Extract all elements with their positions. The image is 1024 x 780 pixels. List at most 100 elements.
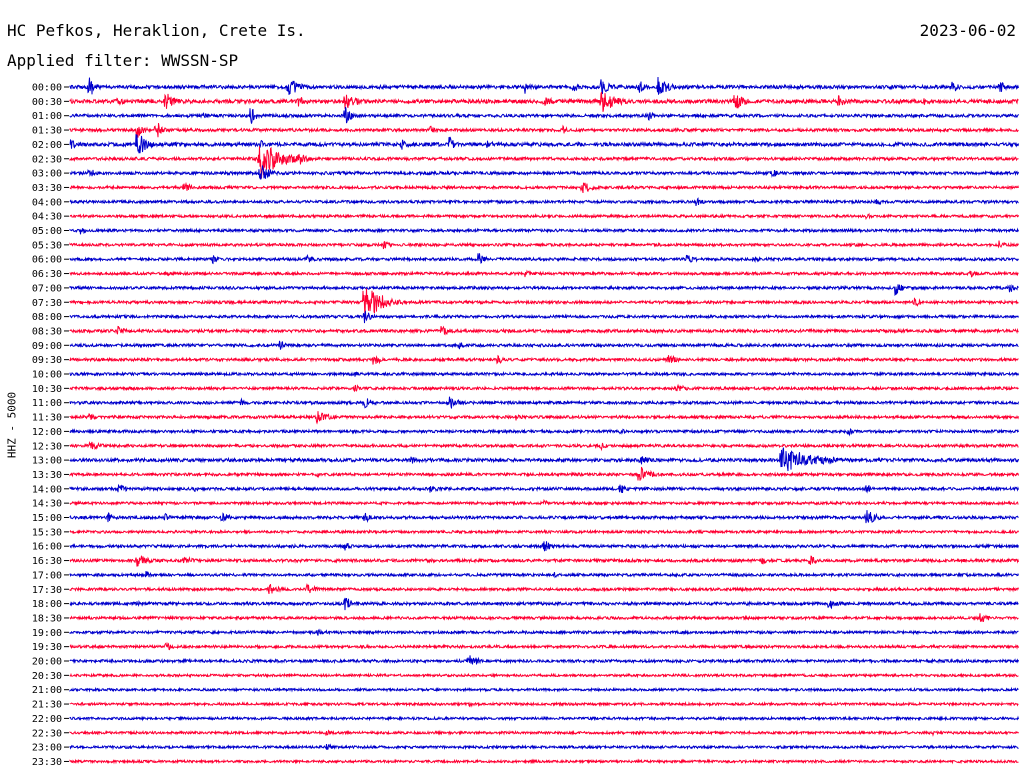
row-time-label: 10:00 [32, 370, 62, 381]
row-time-label: 20:30 [32, 671, 62, 682]
row-time-label: 13:00 [32, 456, 62, 467]
trace-row [69, 729, 1019, 737]
row-time-label: 17:30 [32, 585, 62, 596]
trace-row [69, 77, 1019, 95]
trace-row [69, 134, 1019, 154]
trace-row [69, 240, 1019, 250]
row-time-label: 16:00 [32, 542, 62, 553]
trace-row [69, 269, 1019, 278]
trace-row [69, 427, 1019, 437]
row-time-label: 06:00 [32, 255, 62, 266]
trace-row [69, 583, 1019, 595]
row-time-label: 11:00 [32, 398, 62, 409]
row-time-label: 08:00 [32, 312, 62, 323]
row-time-label: 09:00 [32, 341, 62, 352]
row-time-label: 18:00 [32, 599, 62, 610]
trace-row [69, 743, 1019, 751]
trace-row [69, 447, 1019, 472]
trace-row [69, 686, 1019, 693]
row-time-label: 18:30 [32, 613, 62, 624]
row-time-label: 04:00 [32, 197, 62, 208]
trace-row [69, 212, 1019, 221]
row-time-label: 21:30 [32, 700, 62, 711]
trace-row [69, 758, 1019, 765]
trace-row [69, 655, 1019, 665]
trace-row [69, 146, 1019, 179]
trace-row [69, 370, 1019, 378]
row-time-label: 12:30 [32, 441, 62, 452]
date-label: 2023-06-02 [919, 21, 1016, 40]
row-time-label: 03:00 [32, 169, 62, 180]
row-time-label: 07:00 [32, 283, 62, 294]
trace-row [69, 106, 1019, 124]
row-time-label: 22:30 [32, 728, 62, 739]
row-time-label: 00:00 [32, 83, 62, 94]
row-time-label: 02:30 [32, 154, 62, 165]
row-time-label: 01:30 [32, 126, 62, 137]
row-time-label: 17:00 [32, 570, 62, 581]
trace-row [69, 528, 1019, 536]
row-time-label: 07:30 [32, 298, 62, 309]
trace-row [69, 700, 1019, 708]
trace-row [69, 411, 1019, 425]
row-time-label: 23:00 [32, 743, 62, 754]
trace-row [69, 672, 1019, 679]
filter-label: Applied filter: WWSSN-SP [7, 51, 239, 70]
trace-row [69, 597, 1019, 611]
row-time-label: 22:00 [32, 714, 62, 725]
trace-row [69, 510, 1019, 524]
trace-row [69, 165, 1019, 180]
row-time-label: 14:30 [32, 499, 62, 510]
trace-row [69, 570, 1019, 579]
row-time-label: 23:30 [32, 757, 62, 768]
row-time-label: 05:00 [32, 226, 62, 237]
trace-row [69, 354, 1019, 365]
trace-row [69, 466, 1019, 481]
row-time-label: 01:00 [32, 111, 62, 122]
trace-row [69, 555, 1019, 567]
row-time-label: 10:30 [32, 384, 62, 395]
row-time-label: 06:30 [32, 269, 62, 280]
trace-row [69, 642, 1019, 651]
row-time-label: 09:30 [32, 355, 62, 366]
station-title: HC Pefkos, Heraklion, Crete Is. [7, 21, 306, 40]
trace-row [69, 227, 1019, 235]
row-time-label: 00:30 [32, 97, 62, 108]
trace-row [69, 325, 1019, 336]
trace-row [69, 288, 1019, 319]
trace-row [69, 613, 1019, 622]
row-time-label: 05:30 [32, 240, 62, 251]
trace-row [69, 483, 1019, 494]
row-time-label: 11:30 [32, 413, 62, 424]
row-time-label: 16:30 [32, 556, 62, 567]
trace-row [69, 253, 1019, 265]
row-time-label: 19:30 [32, 642, 62, 653]
row-time-label: 19:00 [32, 628, 62, 639]
trace-row [69, 310, 1019, 324]
row-time-label: 21:00 [32, 685, 62, 696]
row-time-label: 04:30 [32, 212, 62, 223]
row-time-label: 15:30 [32, 527, 62, 538]
trace-row [69, 498, 1019, 507]
trace-row [69, 284, 1019, 297]
trace-row [69, 123, 1019, 138]
trace-row [69, 91, 1019, 112]
row-time-label: 03:30 [32, 183, 62, 194]
row-time-label: 15:00 [32, 513, 62, 524]
row-time-label: 13:30 [32, 470, 62, 481]
row-time-label: 12:00 [32, 427, 62, 438]
row-time-label: 14:00 [32, 484, 62, 495]
trace-row [69, 715, 1019, 722]
row-time-label: 02:00 [32, 140, 62, 151]
row-time-label: 20:00 [32, 657, 62, 668]
trace-row [69, 440, 1019, 452]
trace-row [69, 396, 1019, 409]
row-time-label: 08:30 [32, 326, 62, 337]
trace-row [69, 181, 1019, 194]
trace-row [69, 197, 1019, 207]
trace-row [69, 628, 1019, 636]
trace-row [69, 340, 1019, 350]
trace-row [69, 383, 1019, 393]
trace-row [69, 541, 1019, 552]
